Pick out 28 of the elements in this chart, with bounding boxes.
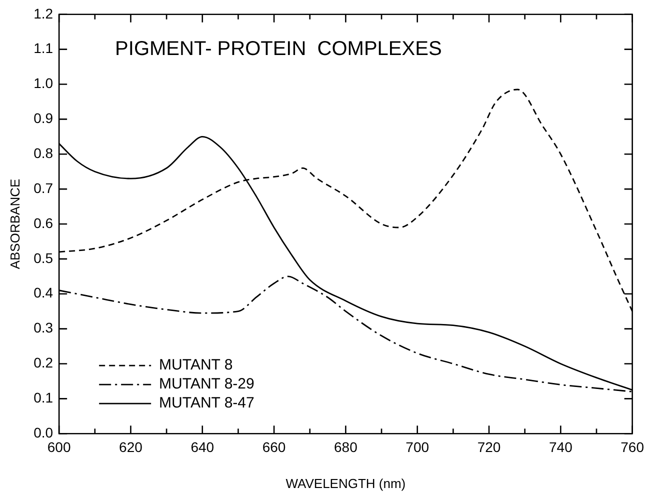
text: PIGMENT- PROTEIN COMPLEXES: [115, 38, 442, 60]
x-tick-label: 680: [334, 438, 358, 455]
y-tick-label: 0.3: [34, 320, 54, 336]
y-tick-label: 0.2: [34, 354, 54, 371]
legend-label: MUTANT 8: [159, 356, 233, 374]
y-tick-label: 0.7: [34, 180, 54, 196]
y-tick-label: 0.0: [34, 424, 54, 440]
y-tick-label: 0.8: [34, 144, 54, 161]
y-tick-label: 0.4: [34, 284, 54, 301]
x-tick-label: 760: [620, 438, 644, 455]
legend-label: MUTANT 8-29: [159, 376, 254, 393]
y-tick-label: 1.2: [34, 5, 54, 22]
y-tick-label: 0.5: [34, 250, 54, 266]
x-tick-label: 660: [262, 438, 286, 455]
y-axis-title: ABSORBANCE: [7, 178, 22, 270]
x-tick-label: 600: [47, 438, 71, 455]
y-tick-label: 0.9: [34, 110, 54, 126]
x-tick-label: 700: [406, 438, 430, 455]
x-tick-label: 740: [548, 438, 573, 455]
x-tick-label: 620: [119, 438, 143, 455]
y-tick-label: 1.1: [34, 40, 54, 56]
x-tick-label: 720: [477, 438, 501, 455]
y-tick-label: 0.6: [34, 214, 54, 231]
x-axis-title: WAVELENGTH (nm): [286, 476, 406, 491]
x-tick-label: 640: [190, 438, 214, 455]
y-tick-label: 0.1: [34, 390, 54, 406]
legend-label: MUTANT 8-47: [159, 394, 254, 412]
y-tick-label: 1.0: [34, 75, 54, 92]
